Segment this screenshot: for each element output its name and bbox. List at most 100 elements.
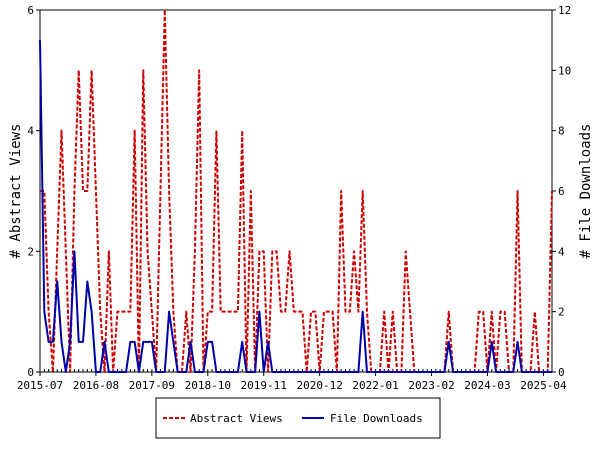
- data-point-file-downloads: [263, 371, 264, 372]
- data-point-abstract-views: [259, 251, 260, 252]
- data-point-file-downloads: [435, 371, 436, 372]
- data-point-file-downloads: [216, 371, 217, 372]
- data-point-abstract-views: [143, 70, 144, 71]
- data-point-abstract-views: [405, 251, 406, 252]
- data-point-abstract-views: [151, 311, 152, 312]
- data-point-abstract-views: [250, 190, 251, 191]
- data-point-abstract-views: [362, 190, 363, 191]
- data-point-abstract-views: [61, 130, 62, 131]
- data-point-file-downloads: [397, 371, 398, 372]
- left-axis-ticks: 0 2 4 6: [27, 4, 40, 379]
- data-point-file-downloads: [371, 371, 372, 372]
- data-point-file-downloads: [276, 371, 277, 372]
- data-point-abstract-views: [302, 311, 303, 312]
- data-point-abstract-views: [491, 311, 492, 312]
- data-point-file-downloads: [65, 371, 66, 372]
- data-point-file-downloads: [173, 341, 174, 342]
- data-point-file-downloads: [323, 371, 324, 372]
- data-point-file-downloads: [508, 371, 509, 372]
- data-point-abstract-views: [65, 251, 66, 252]
- data-point-abstract-views: [315, 311, 316, 312]
- x-tick-label: 2024-03: [464, 379, 510, 392]
- data-point-file-downloads: [353, 371, 354, 372]
- right-tick-label: 2: [558, 306, 565, 319]
- data-point-file-downloads: [534, 371, 535, 372]
- data-point-file-downloads: [366, 371, 367, 372]
- data-point-abstract-views: [483, 311, 484, 312]
- data-point-file-downloads: [452, 371, 453, 372]
- left-tick-label: 0: [27, 366, 34, 379]
- data-point-abstract-views: [276, 251, 277, 252]
- data-point-file-downloads: [164, 371, 165, 372]
- series-line-abstract-views: [40, 9, 553, 373]
- data-point-file-downloads: [418, 371, 419, 372]
- data-point-file-downloads: [319, 371, 320, 372]
- data-point-abstract-views: [74, 190, 75, 191]
- right-tick-label: 12: [558, 4, 571, 17]
- data-point-file-downloads: [78, 341, 79, 342]
- data-point-abstract-views: [267, 371, 268, 372]
- data-point-file-downloads: [431, 371, 432, 372]
- data-point-file-downloads: [302, 371, 303, 372]
- data-point-file-downloads: [298, 371, 299, 372]
- data-point-abstract-views: [91, 70, 92, 71]
- legend-box: [155, 397, 441, 439]
- data-point-file-downloads: [134, 341, 135, 342]
- data-point-abstract-views: [229, 311, 230, 312]
- data-point-file-downloads: [212, 341, 213, 342]
- data-point-abstract-views: [121, 311, 122, 312]
- data-point-abstract-views: [310, 311, 311, 312]
- x-tick-label: 2017-09: [129, 379, 175, 392]
- data-point-file-downloads: [392, 371, 393, 372]
- data-point-file-downloads: [207, 341, 208, 342]
- right-tick-label: 4: [558, 245, 565, 258]
- data-point-abstract-views: [358, 311, 359, 312]
- data-point-file-downloads: [203, 371, 204, 372]
- data-point-file-downloads: [345, 371, 346, 372]
- data-point-abstract-views: [384, 311, 385, 312]
- data-point-file-downloads: [358, 371, 359, 372]
- data-point-file-downloads: [474, 371, 475, 372]
- data-point-abstract-views: [147, 251, 148, 252]
- data-point-file-downloads: [44, 311, 45, 312]
- data-point-abstract-views: [100, 311, 101, 312]
- data-point-file-downloads: [526, 371, 527, 372]
- data-point-file-downloads: [237, 371, 238, 372]
- data-point-abstract-views: [341, 190, 342, 191]
- data-point-file-downloads: [168, 311, 169, 312]
- data-point-abstract-views: [298, 311, 299, 312]
- data-point-abstract-views: [323, 311, 324, 312]
- data-point-file-downloads: [156, 371, 157, 372]
- data-point-abstract-views: [194, 251, 195, 252]
- data-point-file-downloads: [538, 371, 539, 372]
- legend-label-abstract-views: Abstract Views: [190, 412, 283, 425]
- data-point-abstract-views: [500, 311, 501, 312]
- data-point-file-downloads: [500, 371, 501, 372]
- data-point-file-downloads: [39, 40, 40, 41]
- series-line-file-downloads: [39, 40, 552, 373]
- data-point-abstract-views: [551, 190, 552, 191]
- data-point-abstract-views: [534, 311, 535, 312]
- x-tick-label: 2020-12: [296, 379, 342, 392]
- data-point-file-downloads: [362, 311, 363, 312]
- data-point-abstract-views: [57, 251, 58, 252]
- data-point-abstract-views: [186, 311, 187, 312]
- data-point-file-downloads: [504, 371, 505, 372]
- data-point-abstract-views: [70, 371, 71, 372]
- data-point-file-downloads: [199, 371, 200, 372]
- data-point-abstract-views: [242, 130, 243, 131]
- data-point-file-downloads: [147, 341, 148, 342]
- data-point-abstract-views: [48, 311, 49, 312]
- data-point-abstract-views: [409, 311, 410, 312]
- data-point-file-downloads: [444, 371, 445, 372]
- data-point-file-downloads: [491, 341, 492, 342]
- data-point-file-downloads: [91, 311, 92, 312]
- data-point-file-downloads: [255, 371, 256, 372]
- data-point-file-downloads: [74, 251, 75, 252]
- data-point-file-downloads: [242, 341, 243, 342]
- data-point-abstract-views: [237, 311, 238, 312]
- data-point-file-downloads: [341, 371, 342, 372]
- x-tick-label: 2023-02: [408, 379, 454, 392]
- data-point-file-downloads: [422, 371, 423, 372]
